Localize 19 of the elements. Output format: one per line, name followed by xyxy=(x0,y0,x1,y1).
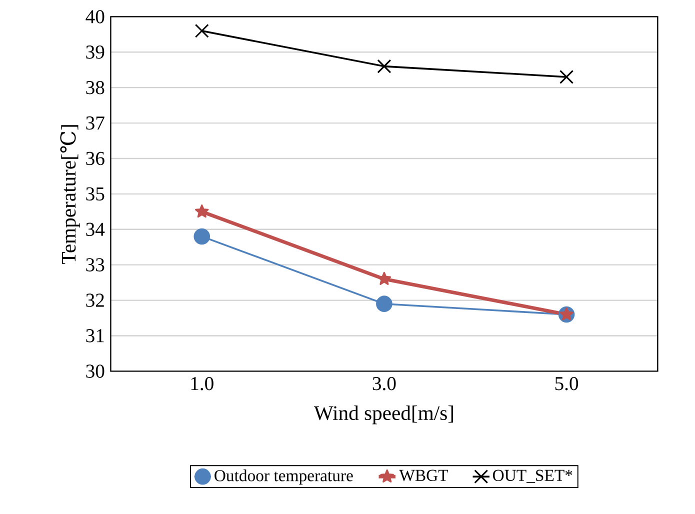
x-tick-label: 5.0 xyxy=(555,377,578,390)
y-tick-label: 39 xyxy=(86,46,104,59)
y-tick-label: 36 xyxy=(86,152,104,166)
legend-label: OUT_SET* xyxy=(492,470,572,484)
y-tick-label: 37 xyxy=(86,116,104,130)
legend-label: Outdoor temperature xyxy=(214,470,353,485)
y-tick-label: 38 xyxy=(86,81,104,94)
y-tick-label: 34 xyxy=(86,222,105,236)
legend-label: WBGT xyxy=(399,470,448,482)
y-tick-label: 30 xyxy=(86,364,104,378)
y-tick-label: 35 xyxy=(86,188,104,201)
y-tick-label: 40 xyxy=(86,10,104,24)
x-axis-title: Wind speed[m/s] xyxy=(314,406,453,424)
x-tick-label: 1.0 xyxy=(191,377,214,390)
y-tick-label: 33 xyxy=(86,258,104,272)
y-axis-title: Temperature[℃] xyxy=(60,125,80,264)
y-tick-label: 32 xyxy=(86,294,104,308)
y-tick-label: 31 xyxy=(86,329,104,343)
x-tick-label: 3.0 xyxy=(372,377,396,390)
